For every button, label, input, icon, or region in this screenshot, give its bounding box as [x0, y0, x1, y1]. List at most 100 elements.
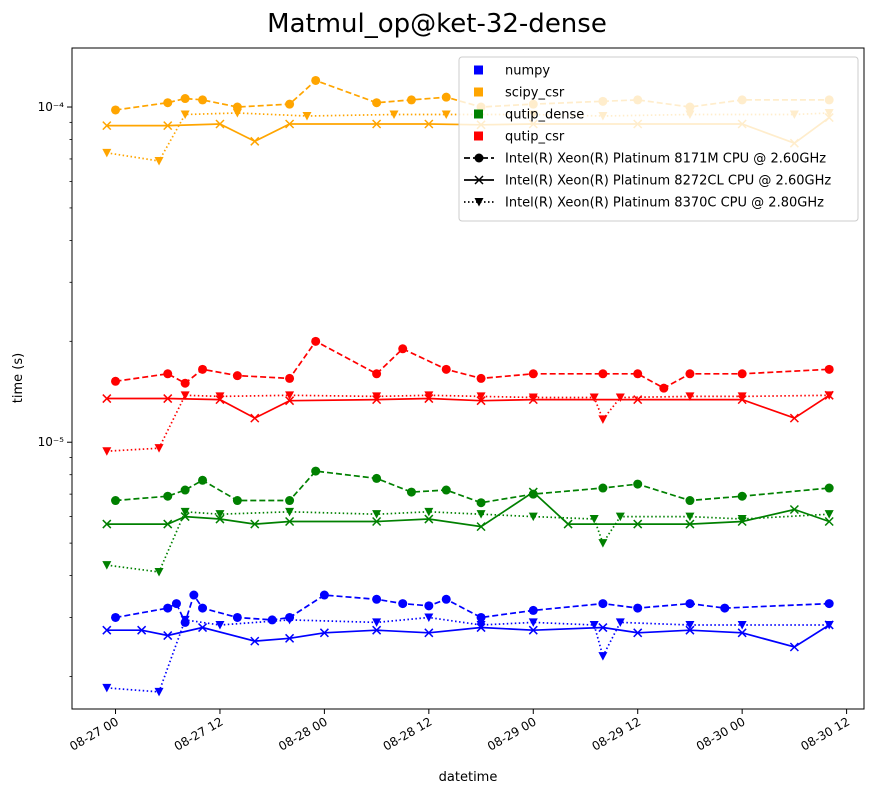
data-point — [824, 391, 834, 400]
data-point — [528, 487, 538, 497]
data-point — [198, 623, 208, 633]
data-point — [589, 620, 599, 630]
data-point-stroke-b — [633, 519, 643, 529]
data-point — [215, 119, 225, 129]
data-point-stroke-b — [563, 519, 573, 529]
data-point — [154, 568, 164, 577]
series-qutip_dense-circle — [111, 466, 834, 508]
data-point — [824, 599, 834, 609]
series-numpy-triangle-down — [102, 613, 834, 697]
data-point — [476, 510, 486, 519]
data-point — [476, 392, 486, 401]
data-point — [250, 413, 260, 423]
data-point — [441, 594, 451, 604]
data-point — [163, 98, 173, 108]
data-point — [102, 625, 112, 635]
data-point-stroke-b — [372, 119, 382, 129]
legend-label-cpu: Intel(R) Xeon(R) Platinum 8272CL CPU @ 2… — [505, 174, 831, 189]
data-point — [737, 620, 747, 630]
data-point — [311, 466, 321, 476]
data-point — [215, 514, 225, 524]
data-point — [824, 364, 834, 374]
data-point — [372, 473, 382, 483]
data-point — [441, 364, 451, 374]
data-point — [372, 618, 382, 627]
data-point — [319, 590, 329, 600]
data-point — [528, 605, 538, 615]
data-point — [528, 489, 538, 499]
data-point — [180, 512, 190, 522]
data-point — [598, 369, 608, 379]
data-point — [406, 487, 416, 497]
data-point — [441, 110, 451, 119]
data-point — [633, 479, 643, 489]
data-point — [598, 623, 608, 633]
data-point-stroke-b — [215, 514, 225, 524]
data-point-stroke-b — [102, 625, 112, 635]
data-point — [285, 99, 295, 109]
data-point — [685, 625, 695, 635]
data-point — [659, 383, 669, 393]
data-point — [598, 599, 608, 609]
data-point — [372, 625, 382, 635]
data-point — [424, 514, 434, 524]
data-point-stroke-b — [180, 512, 190, 522]
series-numpy-x — [102, 620, 834, 652]
data-point — [198, 95, 208, 105]
data-point — [789, 642, 799, 652]
data-point — [424, 391, 434, 400]
legend-label-qutip_dense: qutip_dense — [505, 108, 584, 123]
data-point — [789, 413, 799, 423]
data-point — [163, 121, 173, 131]
data-point — [372, 119, 382, 129]
data-point — [163, 519, 173, 529]
data-point-stroke-b — [789, 642, 799, 652]
series-qutip_dense-x — [102, 487, 834, 532]
data-point — [563, 519, 573, 529]
series-numpy-circle — [111, 590, 834, 627]
series-line — [106, 616, 830, 693]
data-point — [163, 631, 173, 641]
data-point — [102, 394, 112, 404]
data-point — [685, 519, 695, 529]
data-point-stroke-b — [137, 625, 147, 635]
data-point — [232, 371, 242, 381]
data-point — [111, 105, 121, 115]
data-point — [633, 603, 643, 613]
data-point — [102, 561, 112, 570]
data-point — [528, 369, 538, 379]
data-point — [737, 392, 747, 401]
data-point — [589, 515, 599, 524]
data-point — [737, 515, 747, 524]
series-line — [106, 491, 830, 528]
data-point — [737, 369, 747, 379]
data-point — [476, 620, 486, 630]
data-point-stroke-b — [250, 519, 260, 529]
data-point — [476, 522, 486, 532]
series-qutip_csr-triangle-down — [102, 391, 834, 456]
data-point — [398, 344, 408, 354]
data-point-stroke-b — [789, 504, 799, 515]
data-point — [424, 507, 434, 517]
data-point-stroke-b — [789, 413, 799, 423]
x-axis-label: datetime — [439, 770, 498, 785]
data-point — [102, 683, 112, 693]
y-axis-label: time (s) — [11, 353, 26, 403]
data-point — [285, 391, 295, 400]
data-point — [615, 618, 625, 627]
data-point — [163, 369, 173, 379]
legend-marker-circle — [474, 153, 484, 163]
data-point — [789, 504, 799, 515]
legend-swatch-qutip_dense — [474, 109, 483, 119]
legend-label-cpu: Intel(R) Xeon(R) Platinum 8370C CPU @ 2.… — [505, 196, 824, 211]
data-point-stroke-b — [285, 396, 295, 406]
data-point — [372, 98, 382, 108]
data-point — [589, 393, 599, 402]
data-point — [615, 512, 625, 522]
data-point — [824, 620, 834, 630]
data-point — [180, 110, 190, 119]
data-point-stroke-b — [424, 514, 434, 524]
data-point — [372, 516, 382, 527]
data-point — [180, 391, 190, 400]
data-point — [372, 369, 382, 379]
